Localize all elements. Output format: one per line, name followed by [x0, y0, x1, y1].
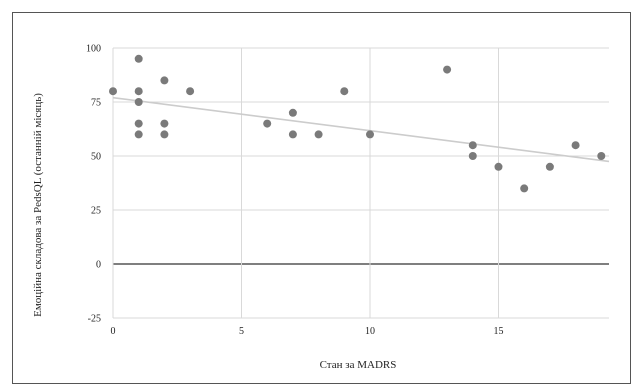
x-axis-title: Стан за MADRS [320, 359, 397, 371]
points-layer [109, 54, 606, 193]
data-point [314, 130, 323, 139]
data-point [263, 119, 272, 128]
data-point [134, 54, 143, 63]
data-point [134, 130, 143, 139]
y-tick-label: 0 [96, 260, 101, 271]
y-tick-label: 25 [91, 206, 101, 217]
data-point [545, 162, 554, 171]
y-tick-label: 75 [91, 98, 101, 109]
data-point [186, 87, 195, 96]
y-tick-label: 100 [86, 44, 101, 55]
scatter-chart: -25 0 25 50 75 100 0 5 10 15 Стан за MADRS Емоцій… [32, 44, 610, 371]
x-tick-label: 5 [239, 326, 244, 337]
data-point [288, 108, 297, 117]
data-point [365, 130, 374, 139]
data-point [160, 76, 169, 85]
data-point [494, 162, 503, 171]
data-point [109, 87, 117, 96]
data-point [134, 119, 143, 128]
y-tick-label: -25 [88, 314, 101, 325]
chart-frame: -25 0 25 50 75 100 0 5 10 15 Стан за MADRS Емоцій… [12, 12, 631, 384]
x-tick-label: 0 [111, 326, 116, 337]
data-point [520, 184, 529, 193]
data-point [134, 98, 143, 106]
y-tick-label: 50 [91, 152, 101, 163]
trendline-layer [112, 96, 610, 163]
data-point [288, 130, 297, 139]
x-tick-label: 15 [493, 326, 503, 337]
data-point [468, 152, 477, 160]
data-point [443, 65, 452, 74]
grid-layer [112, 47, 609, 319]
y-axis-title: Емоційна складова за PedsQL (останній мі… [32, 93, 44, 317]
data-point [468, 141, 477, 150]
trendline [112, 96, 610, 163]
data-point [160, 130, 169, 139]
data-point [134, 87, 143, 96]
data-point [340, 87, 349, 96]
data-point [571, 141, 580, 150]
data-point [597, 152, 606, 160]
x-tick-label: 10 [365, 326, 375, 337]
tick-labels-layer: -25 0 25 50 75 100 0 5 10 15 [86, 44, 503, 338]
data-point [160, 119, 169, 128]
